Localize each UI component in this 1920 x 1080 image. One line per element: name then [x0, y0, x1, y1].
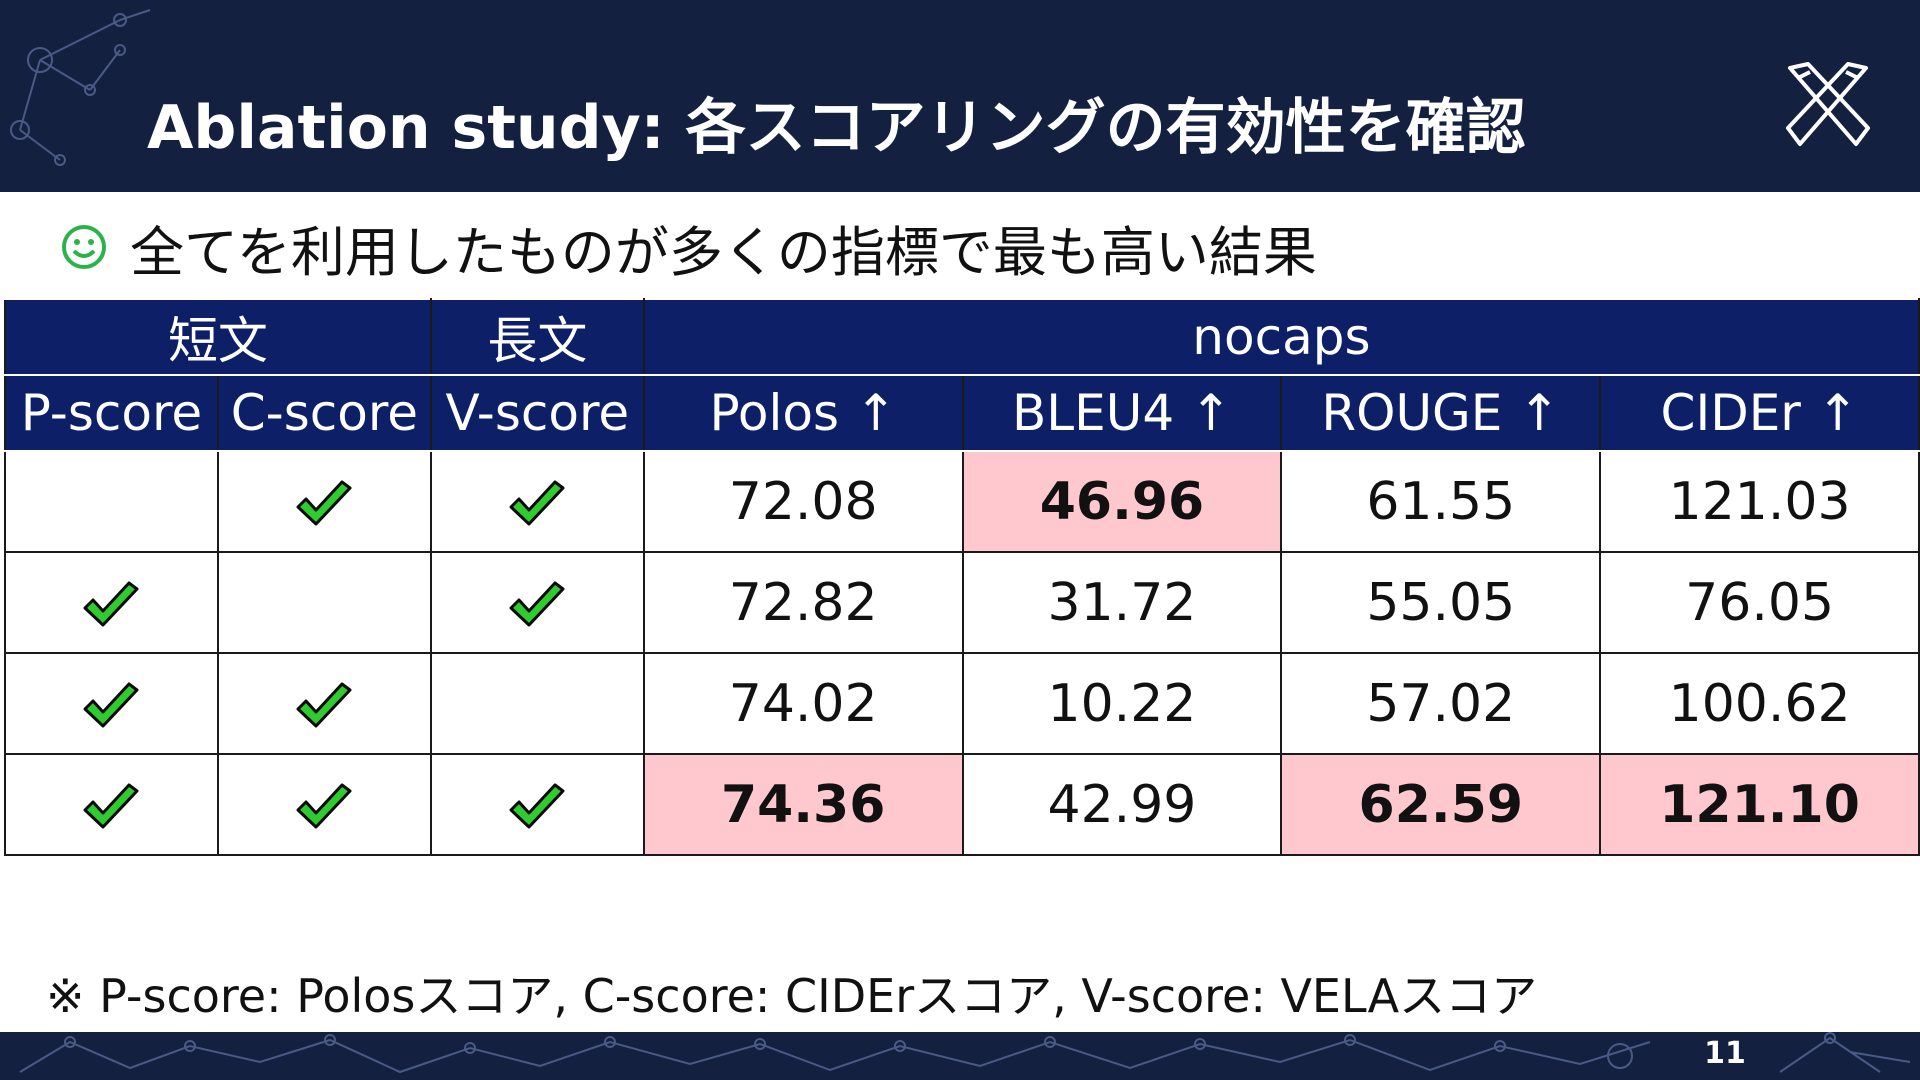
- cell-polos: 72.08: [642, 450, 964, 553]
- cell-rouge: 55.05: [1280, 551, 1602, 654]
- cell-p-score: [4, 753, 219, 856]
- bullet-text: 全てを利用したものが多くの指標で最も高い結果: [130, 220, 1317, 284]
- table-row: 72.08 46.96 61.55 121.03: [4, 450, 1920, 553]
- checkmark-icon: [81, 783, 141, 833]
- checkmark-icon: [294, 682, 354, 732]
- table-row: 74.02 10.22 57.02 100.62: [4, 652, 1920, 755]
- cell-p-score: [4, 450, 219, 553]
- column-header-bleu4: BLEU4 ↑: [961, 374, 1283, 452]
- cell-p-score: [4, 551, 219, 654]
- cell-v-score: [429, 652, 645, 755]
- group-header-long: 長文: [429, 298, 645, 376]
- cell-bleu4: 31.72: [961, 551, 1283, 654]
- table-row: 74.36 42.99 62.59 121.10: [4, 753, 1920, 856]
- cell-cider: 76.05: [1599, 551, 1920, 654]
- footer-banner: [0, 1032, 1920, 1080]
- cell-polos: 74.02: [642, 652, 964, 755]
- checkmark-icon: [81, 682, 141, 732]
- page-number: 11: [1704, 1036, 1746, 1071]
- column-header-c-score: C-score: [216, 374, 432, 452]
- cell-polos: 72.82: [642, 551, 964, 654]
- checkmark-icon: [507, 581, 567, 631]
- cell-bleu4: 10.22: [961, 652, 1283, 755]
- network-decoration-icon: [19, 1032, 1911, 1074]
- cell-c-score: [216, 551, 432, 654]
- cell-p-score: [4, 652, 219, 755]
- cell-rouge: 57.02: [1280, 652, 1602, 755]
- checkmark-icon: [294, 480, 354, 530]
- cell-rouge: 61.55: [1280, 450, 1602, 553]
- cell-bleu4: 46.96: [961, 450, 1283, 553]
- slide-title: Ablation study: 各スコアリングの有効性を確認: [147, 93, 1526, 163]
- cell-c-score: [216, 450, 432, 553]
- cell-rouge: 62.59: [1280, 753, 1602, 856]
- column-header-rouge: ROUGE ↑: [1280, 374, 1602, 452]
- column-header-polos: Polos ↑: [642, 374, 964, 452]
- group-header-short: 短文: [4, 298, 432, 376]
- smiley-icon: [62, 225, 106, 269]
- column-header-v-score: V-score: [429, 374, 645, 452]
- cell-cider: 100.62: [1599, 652, 1920, 755]
- cell-v-score: [429, 551, 645, 654]
- cell-c-score: [216, 753, 432, 856]
- group-header-dataset: nocaps: [642, 298, 1920, 376]
- cell-polos: 74.36: [642, 753, 964, 856]
- crossed-pens-logo-icon: [1786, 62, 1870, 146]
- table-row: 72.82 31.72 55.05 76.05: [4, 551, 1920, 654]
- checkmark-icon: [81, 581, 141, 631]
- cell-v-score: [429, 753, 645, 856]
- cell-cider: 121.03: [1599, 450, 1920, 553]
- cell-bleu4: 42.99: [961, 753, 1283, 856]
- cell-cider: 121.10: [1599, 753, 1920, 856]
- column-header-cider: CIDEr ↑: [1599, 374, 1920, 452]
- column-header-p-score: P-score: [4, 374, 219, 452]
- bullet-point: 全てを利用したものが多くの指標で最も高い結果: [60, 212, 1317, 284]
- checkmark-icon: [294, 783, 354, 833]
- checkmark-icon: [507, 783, 567, 833]
- footnote: ※ P-score: Polosスコア, C-score: CIDErスコア, …: [46, 969, 1538, 1023]
- checkmark-icon: [507, 480, 567, 530]
- cell-c-score: [216, 652, 432, 755]
- network-decoration-icon: [10, 9, 151, 166]
- cell-v-score: [429, 450, 645, 553]
- header-banner: Ablation study: 各スコアリングの有効性を確認: [0, 0, 1920, 192]
- ablation-table: 短文 長文 nocaps P-score C-score V-score Pol…: [4, 298, 1920, 856]
